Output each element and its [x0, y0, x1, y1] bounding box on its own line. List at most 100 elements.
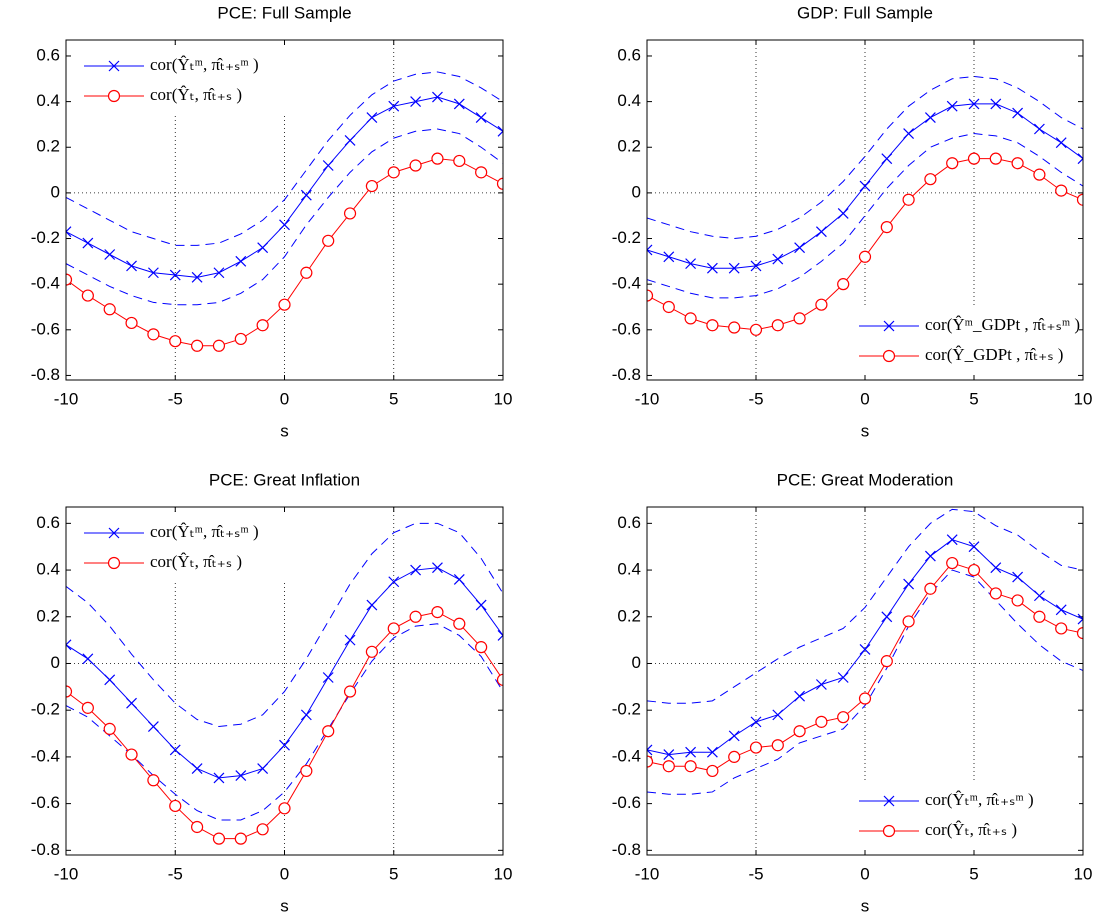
confidence-band [66, 71, 503, 246]
y-tick-label: -0.6 [31, 319, 60, 338]
confidence-band [66, 623, 503, 821]
legend-label: cor(Ŷₜᵐ, π̂ₜ₊ₛᵐ ) [150, 55, 259, 74]
marker-x [453, 98, 465, 110]
marker-x [344, 134, 356, 146]
confidence-band [647, 569, 1083, 795]
marker-x [169, 744, 181, 756]
panel: PCE: Great Inflation s -10 -5 0 5 10 -0.8 -0.6 -0… [31, 470, 513, 912]
marker-x [108, 60, 120, 72]
marker-circle [1011, 157, 1024, 170]
marker-circle [1076, 627, 1083, 640]
marker-circle [256, 823, 269, 836]
marker-circle [858, 250, 872, 263]
marker-x [663, 251, 675, 263]
marker-circle [147, 774, 160, 787]
marker-circle [706, 319, 719, 332]
marker-circle [278, 298, 291, 311]
marker-circle [793, 725, 806, 738]
plot-content [647, 508, 1083, 795]
y-tick-label: 0.6 [617, 513, 641, 532]
marker-x [410, 96, 422, 108]
marker-x [837, 672, 849, 683]
panel: PCE: Full Sample s -10 -5 0 5 10 -0.8 -0.6 -0.4 -0… [31, 3, 513, 440]
marker-circle [989, 152, 1002, 165]
marker-circle [1033, 168, 1046, 181]
y-tick-label: -0.6 [612, 793, 641, 812]
marker-circle [431, 606, 444, 619]
y-tick-label: 0 [51, 182, 60, 201]
marker-x [881, 153, 893, 165]
marker-circle [815, 715, 828, 728]
marker-x [750, 716, 762, 728]
x-tick-label: 5 [389, 389, 398, 408]
marker-x [432, 562, 443, 574]
marker-x [279, 739, 290, 751]
marker-x [191, 763, 203, 775]
marker-circle [343, 207, 357, 220]
marker-circle [989, 587, 1002, 600]
marker-circle [191, 339, 204, 352]
marker-circle [409, 610, 422, 623]
marker-x [1012, 571, 1024, 583]
marker-x [104, 249, 116, 260]
axes-frame [65, 506, 504, 856]
marker-x [990, 562, 1002, 574]
marker-x [968, 98, 980, 110]
marker-circle [946, 556, 959, 570]
marker-x [147, 721, 159, 732]
x-tick-label: 0 [280, 864, 289, 883]
marker-x [66, 226, 72, 238]
marker-x [104, 674, 116, 686]
marker-x [881, 611, 893, 623]
marker-circle [880, 655, 893, 668]
marker-x [815, 679, 827, 690]
marker-x [66, 639, 72, 651]
marker-x [169, 269, 181, 281]
marker-x [432, 91, 443, 103]
x-tick-label: 0 [860, 389, 869, 408]
marker-x [1012, 107, 1024, 119]
y-tick-label: -0.6 [612, 319, 641, 338]
marker-circle [125, 748, 138, 761]
marker-circle [169, 799, 182, 813]
chart-title: PCE: Full Sample [217, 3, 351, 22]
y-tick-label: -0.2 [31, 228, 60, 247]
marker-circle [837, 278, 850, 291]
marker-circle [771, 739, 784, 752]
y-tick-label: 0.6 [36, 45, 60, 64]
marker-circle [103, 722, 116, 735]
legend-label: cor(Ŷₜ, π̂ₜ₊ₛ ) [925, 820, 1017, 839]
marker-circle [431, 152, 444, 165]
marker-x [300, 709, 312, 721]
chart-title: GDP: Full Sample [797, 3, 933, 22]
marker-x [663, 749, 675, 760]
axes-frame [646, 506, 1084, 856]
marker-x [366, 599, 378, 611]
marker-circle [453, 154, 466, 168]
x-tick-label: 5 [969, 864, 978, 883]
marker-circle [453, 617, 466, 630]
y-tick-label: 0.4 [617, 560, 641, 579]
marker-x [108, 527, 120, 539]
marker-x [235, 255, 247, 267]
marker-x [453, 573, 465, 585]
marker-circle [300, 266, 313, 279]
y-tick-label: 0 [51, 653, 60, 672]
marker-circle [967, 563, 981, 577]
y-tick-label: -0.6 [31, 793, 60, 812]
marker-x [946, 534, 958, 546]
marker-x [946, 100, 958, 112]
marker-circle [387, 622, 400, 635]
marker-circle [66, 273, 73, 286]
legend-label: cor(Ŷ_GDPt , π̂ₜ₊ₛ ) [925, 345, 1063, 364]
marker-x [685, 746, 697, 758]
marker-x [322, 160, 334, 171]
axes-frame [646, 39, 1084, 381]
marker-x [772, 253, 784, 265]
marker-circle [728, 750, 741, 764]
marker-circle [1055, 622, 1068, 635]
marker-circle [125, 316, 138, 330]
x-tick-label: 5 [969, 389, 978, 408]
y-tick-label: -0.8 [31, 365, 60, 384]
marker-x [1033, 590, 1045, 602]
